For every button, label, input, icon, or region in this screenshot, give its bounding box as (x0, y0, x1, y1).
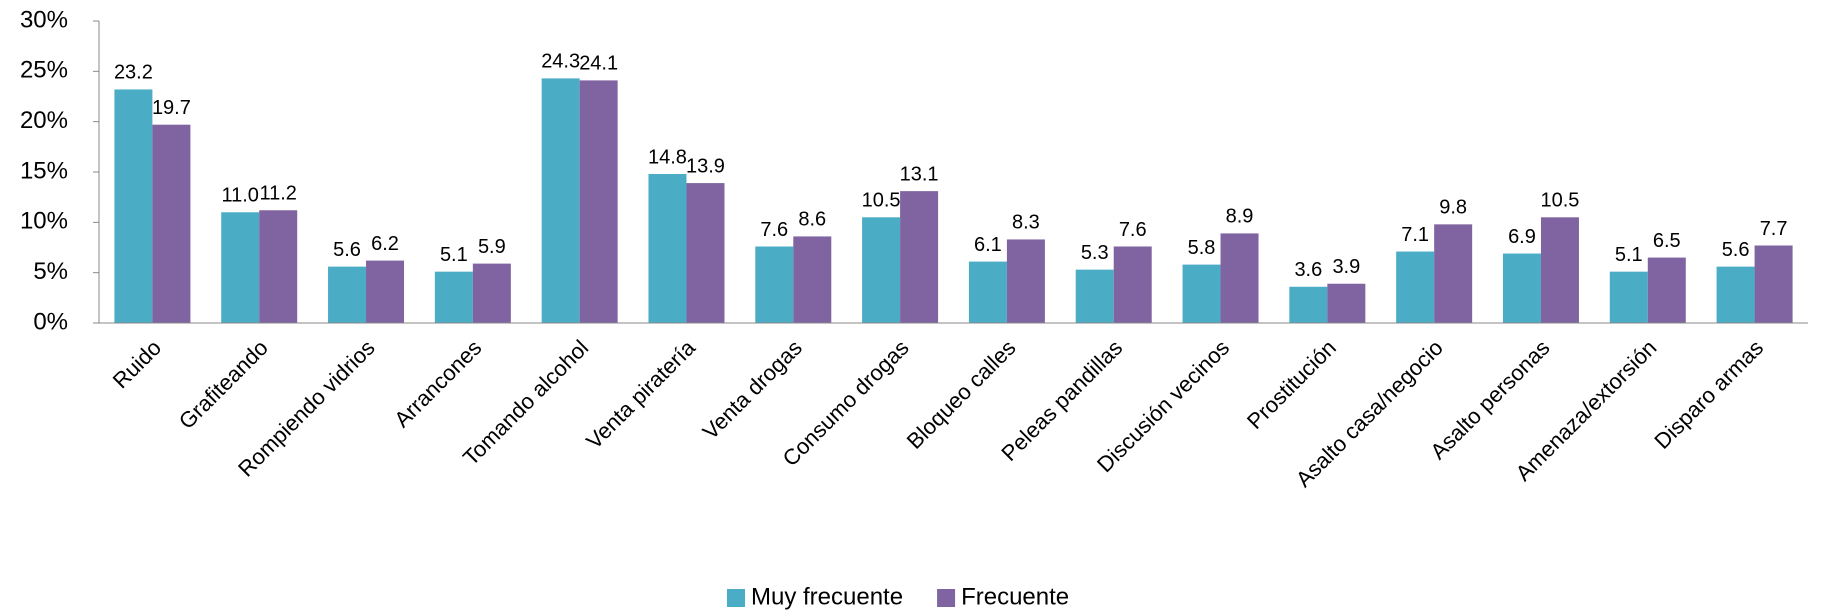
data-label: 9.8 (1439, 197, 1467, 219)
bar (1647, 257, 1686, 323)
data-label: 5.6 (333, 239, 361, 261)
data-label: 3.9 (1332, 256, 1360, 278)
data-label: 24.1 (579, 53, 618, 75)
y-tick-label: 30% (20, 6, 68, 33)
bar (648, 174, 687, 323)
bar (1754, 245, 1793, 323)
data-label: 8.3 (1012, 212, 1040, 234)
bar (152, 124, 191, 323)
data-label: 5.9 (478, 236, 506, 258)
bar (1289, 286, 1328, 323)
data-label: 11.0 (221, 185, 258, 207)
y-tick-label: 15% (20, 157, 68, 184)
data-label: 11.2 (259, 183, 296, 205)
data-label: 6.2 (371, 233, 399, 255)
y-tick-label: 0% (33, 308, 68, 335)
bar (1396, 251, 1435, 323)
bar (1075, 269, 1114, 323)
bar (328, 266, 367, 323)
x-tick-label: Grafiteando (174, 335, 273, 434)
bar (114, 89, 153, 323)
bar (1502, 253, 1541, 323)
x-tick-label: Venta drogas (698, 335, 807, 444)
legend-label: Frecuente (961, 583, 1069, 610)
bar (541, 78, 580, 323)
bar (221, 212, 260, 323)
data-label: 24.3 (541, 51, 580, 73)
x-tick-label: Bloqueo calles (902, 335, 1021, 454)
data-label: 19.7 (152, 97, 191, 119)
data-label: 6.5 (1653, 230, 1681, 252)
bar (366, 260, 405, 323)
data-label: 8.6 (798, 209, 826, 231)
bar (793, 236, 832, 323)
bar (900, 191, 939, 323)
bar (968, 261, 1007, 323)
data-label: 5.6 (1722, 239, 1750, 261)
y-tick-label: 20% (20, 107, 68, 134)
bar (1716, 266, 1755, 323)
y-tick-label: 25% (20, 57, 68, 84)
data-label: 7.7 (1760, 218, 1788, 240)
data-label: 5.1 (1615, 244, 1643, 266)
data-label: 14.8 (648, 146, 687, 168)
data-label: 6.9 (1508, 226, 1536, 248)
bar (1006, 239, 1045, 323)
legend-label: Muy frecuente (751, 583, 903, 610)
bar (686, 183, 725, 323)
y-tick-label: 10% (20, 208, 68, 235)
data-label: 13.1 (900, 163, 939, 185)
bar (579, 80, 618, 323)
x-tick-label: Arrancones (389, 335, 486, 432)
bar (1540, 217, 1579, 323)
bar (1220, 233, 1259, 323)
legend-swatch (727, 589, 745, 607)
data-label: 5.1 (440, 244, 468, 266)
bar (259, 210, 298, 323)
legend-swatch (937, 589, 956, 607)
x-tick-label: Disparo armas (1649, 335, 1768, 454)
data-label: 23.2 (114, 62, 153, 84)
data-label: 3.6 (1294, 259, 1322, 281)
data-label: 7.1 (1401, 224, 1429, 246)
data-label: 7.6 (1119, 219, 1147, 241)
x-tick-label: Prostitución (1242, 335, 1341, 434)
bar (1609, 271, 1648, 323)
data-label: 7.6 (760, 219, 788, 241)
data-label: 5.3 (1081, 242, 1109, 264)
data-label: 10.5 (862, 190, 901, 212)
data-label: 13.9 (686, 155, 725, 177)
bar (472, 263, 511, 323)
x-tick-label: Venta piratería (581, 334, 700, 453)
bar (1182, 264, 1221, 323)
data-label: 5.8 (1188, 237, 1216, 259)
data-label: 10.5 (1541, 190, 1580, 212)
data-label: 8.9 (1226, 206, 1254, 228)
bar (862, 217, 901, 323)
bar (434, 271, 473, 323)
data-label: 6.1 (974, 234, 1002, 256)
bar (755, 246, 794, 323)
bar (1434, 224, 1473, 323)
x-tick-label: Ruido (108, 335, 166, 393)
bar (1113, 246, 1152, 323)
y-tick-label: 5% (33, 258, 68, 285)
bar (1327, 283, 1366, 323)
